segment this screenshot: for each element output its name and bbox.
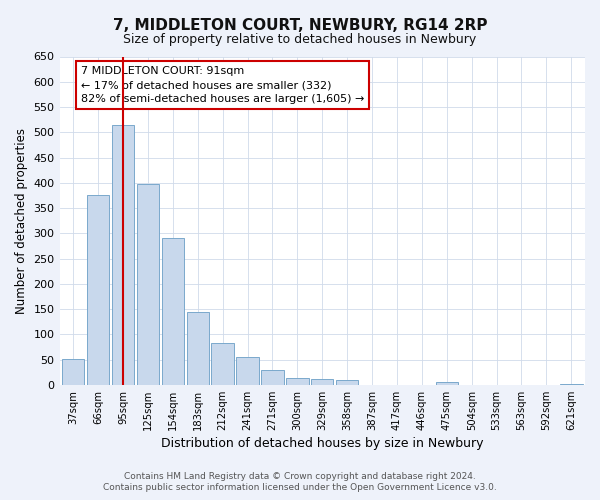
Bar xyxy=(286,378,308,385)
Text: Size of property relative to detached houses in Newbury: Size of property relative to detached ho… xyxy=(124,32,476,46)
Bar xyxy=(187,312,209,385)
X-axis label: Distribution of detached houses by size in Newbury: Distribution of detached houses by size … xyxy=(161,437,484,450)
Bar xyxy=(560,384,583,385)
Bar xyxy=(261,370,284,385)
Text: Contains HM Land Registry data © Crown copyright and database right 2024.
Contai: Contains HM Land Registry data © Crown c… xyxy=(103,472,497,492)
Bar xyxy=(211,344,234,385)
Bar xyxy=(62,358,85,385)
Bar xyxy=(137,184,159,385)
Bar xyxy=(112,124,134,385)
Y-axis label: Number of detached properties: Number of detached properties xyxy=(15,128,28,314)
Bar xyxy=(436,382,458,385)
Bar xyxy=(87,196,109,385)
Bar xyxy=(336,380,358,385)
Text: 7, MIDDLETON COURT, NEWBURY, RG14 2RP: 7, MIDDLETON COURT, NEWBURY, RG14 2RP xyxy=(113,18,487,32)
Text: 7 MIDDLETON COURT: 91sqm
← 17% of detached houses are smaller (332)
82% of semi-: 7 MIDDLETON COURT: 91sqm ← 17% of detach… xyxy=(80,66,364,104)
Bar xyxy=(161,238,184,385)
Bar xyxy=(236,357,259,385)
Bar xyxy=(311,379,334,385)
